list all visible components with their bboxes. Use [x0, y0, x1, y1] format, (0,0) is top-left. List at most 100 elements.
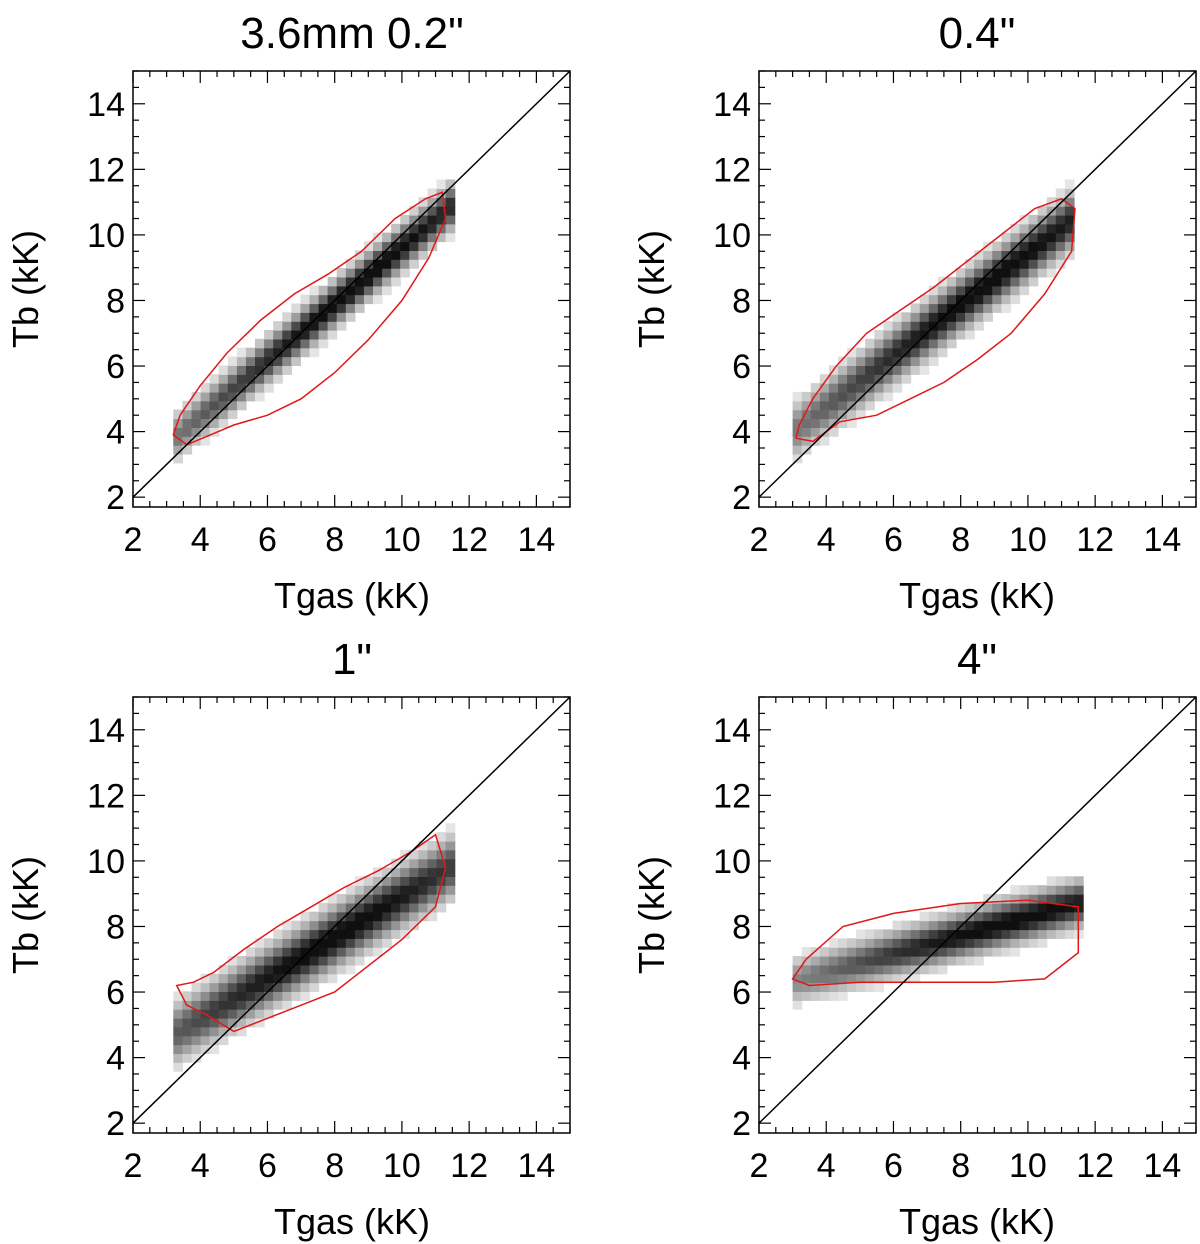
heatmap-cell [191, 427, 202, 437]
heatmap-cell [218, 374, 229, 384]
heatmap-cell [418, 206, 429, 216]
heatmap-cell [1010, 938, 1021, 948]
heatmap-cell [182, 1035, 193, 1046]
heatmap-cell [227, 964, 238, 975]
heatmap-cell [200, 391, 211, 402]
heatmap-cell [418, 241, 429, 251]
heatmap-cell [336, 294, 347, 305]
heatmap-cell [182, 445, 193, 455]
heatmap-cell [191, 1044, 202, 1054]
heatmap-cell [327, 276, 338, 287]
x-tick-label: 6 [258, 521, 277, 559]
x-tick-label: 4 [191, 1147, 210, 1185]
heatmap-cell [282, 947, 292, 957]
heatmap-cell [436, 858, 447, 869]
heatmap-cell [173, 1009, 183, 1019]
heatmap-cell [227, 973, 238, 984]
heatmap-cell [792, 391, 803, 402]
heatmap-cell [291, 920, 301, 931]
x-axis-label: Tgas (kK) [274, 1201, 430, 1242]
heatmap-cell [874, 391, 884, 402]
heatmap-cell [373, 929, 383, 939]
heatmap-cell [318, 312, 329, 322]
heatmap-cell [264, 938, 274, 948]
heatmap-cell [409, 867, 419, 877]
heatmap-cell [300, 347, 311, 358]
heatmap-cell [1046, 902, 1057, 913]
heatmap-cell [391, 259, 401, 269]
heatmap-cell [336, 321, 347, 331]
heatmap-cell [992, 947, 1002, 957]
heatmap-cell [883, 338, 894, 349]
heatmap-cell [946, 285, 957, 296]
heatmap-cell [255, 347, 265, 358]
heatmap-cell [173, 1000, 183, 1010]
heatmap-cell [901, 947, 912, 957]
heatmap-cell [173, 409, 183, 420]
heatmap-cell [974, 250, 984, 260]
heatmap-cell [956, 321, 966, 331]
heatmap-cell [856, 391, 866, 402]
heatmap-cell [919, 929, 930, 939]
heatmap-cell [327, 973, 338, 984]
heatmap-cell [373, 285, 383, 296]
heatmap-cell [946, 276, 957, 287]
heatmap-cell [409, 911, 419, 922]
heatmap-cell [264, 956, 274, 966]
heatmap-cell [937, 347, 948, 358]
heatmap-cell [810, 982, 821, 992]
heatmap-cell [218, 991, 229, 1001]
heatmap-cell [391, 929, 401, 939]
heatmap-cell [345, 956, 356, 966]
heatmap-cell [910, 347, 921, 358]
heatmap-cell [400, 858, 410, 869]
heatmap-cell [418, 894, 429, 904]
heatmap-cell [974, 920, 984, 931]
heatmap-cell [382, 276, 392, 287]
heatmap-cell [209, 1017, 220, 1028]
heatmap-cell [236, 982, 247, 992]
heatmap-cell [1019, 223, 1030, 234]
heatmap-cell [309, 330, 320, 340]
heatmap-cell [255, 383, 265, 393]
x-tick-labels: 2 4 6 8 10 12 14 [124, 521, 556, 559]
heatmap-cell [345, 294, 356, 305]
heatmap-cell [255, 365, 265, 375]
heatmap-cell [919, 365, 930, 375]
heatmap-cell [173, 1044, 183, 1054]
heatmap-cell [928, 285, 939, 296]
heatmap-cell [354, 885, 365, 895]
heatmap-cell [400, 885, 410, 895]
heatmap-cell [946, 911, 957, 922]
heatmap-cell [946, 338, 957, 349]
heatmap-cell [327, 964, 338, 975]
heatmap-cell [173, 991, 183, 1001]
heatmap-cell [200, 973, 211, 984]
heatmap-cell [391, 867, 401, 877]
heatmap-cell [1055, 188, 1066, 198]
heatmap-cell [400, 902, 410, 913]
heatmap-cell [1028, 259, 1039, 269]
heatmap-cell [273, 964, 283, 975]
heatmap-cell [1010, 223, 1021, 234]
heatmap-cell [819, 409, 830, 420]
heatmap-cell [1037, 902, 1048, 913]
heatmap-cell [865, 400, 875, 411]
heatmap-cell [391, 885, 401, 895]
heatmap-cell [273, 356, 283, 366]
heatmap-cell [236, 400, 247, 411]
heatmap-cell [409, 259, 419, 269]
heatmap-cell [336, 956, 347, 966]
y-tick-label: 6 [106, 974, 125, 1012]
heatmap-cell [318, 303, 329, 313]
heatmap-cell [847, 409, 857, 420]
panel-title: 3.6mm 0.2" [240, 9, 463, 58]
heatmap-cell [792, 1000, 803, 1010]
heatmap-cell [173, 427, 183, 437]
heatmap-cell [245, 964, 256, 975]
heatmap-cell [956, 956, 966, 966]
heatmap-cell [427, 223, 438, 234]
heatmap-cell [838, 991, 848, 1001]
heatmap-cell [1046, 894, 1057, 904]
